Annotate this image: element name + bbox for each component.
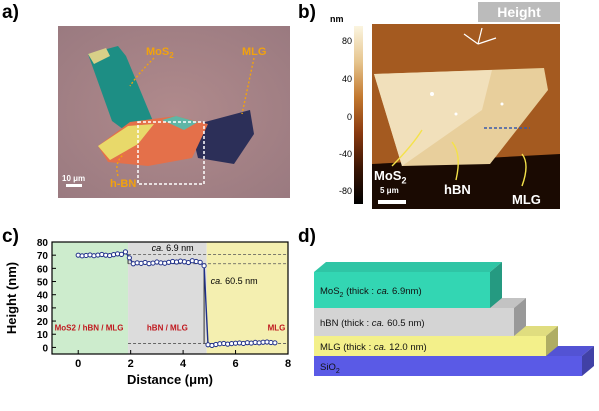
layer-front-3 <box>314 356 582 376</box>
x-tick-label: 2 <box>128 358 134 370</box>
panel-b-letter: b) <box>298 2 316 23</box>
y-tick-label: 20 <box>37 317 49 328</box>
y-tick-label: 0 <box>42 343 48 354</box>
region-0 <box>52 242 129 354</box>
cb-tick: 40 <box>341 74 352 84</box>
afm-image <box>372 24 560 209</box>
b-header: Height <box>478 2 560 22</box>
a-arrows <box>116 57 255 177</box>
y-tick-label: 80 <box>37 238 49 249</box>
data-point <box>197 259 203 265</box>
b-arrows <box>391 129 527 187</box>
layer-label: SiO2 <box>320 362 340 375</box>
layer-label: MLG (thick : ca. 12.0 nm) <box>320 342 427 353</box>
x-axis-label: Distance (μm) <box>127 372 213 387</box>
y-tick-label: 50 <box>37 278 49 289</box>
y-tick-label: 10 <box>37 330 49 341</box>
colorbar-ticks: 80 40 0 -40 -80 <box>326 24 352 204</box>
layer-front-0 <box>314 272 490 308</box>
region-label: MLG <box>268 323 286 332</box>
layer-label: MoS2 (thick : ca. 6.9nm) <box>320 286 422 299</box>
layer-front-1 <box>314 308 514 336</box>
region-1 <box>128 242 207 354</box>
layer-front-2 <box>314 336 546 356</box>
optical-micrograph <box>58 26 290 198</box>
annotation-hbn-thickness: ca. 60.5 nm <box>211 276 258 286</box>
data-point <box>126 255 132 261</box>
region-label: MoS2 / hBN / MLG <box>55 323 124 332</box>
region-label: hBN / MLG <box>147 323 188 332</box>
afm-height-map <box>372 24 560 209</box>
a-label-mos2: MoS2 <box>146 46 174 61</box>
data-point <box>201 263 207 269</box>
plot-frame <box>51 241 289 355</box>
b-label-mlg: MLG <box>512 192 541 207</box>
x-tick-label: 4 <box>180 358 187 370</box>
cb-tick: -80 <box>338 186 352 196</box>
layer-side <box>490 262 502 308</box>
y-tick-label: 60 <box>37 264 49 275</box>
panel-a-letter: a) <box>2 2 19 23</box>
layer-side <box>546 326 558 356</box>
layer-side <box>514 298 526 336</box>
data-point <box>272 340 278 346</box>
optical-image <box>58 26 290 198</box>
cb-tick: 80 <box>341 36 352 46</box>
layer-side <box>582 346 594 376</box>
x-tick-label: 8 <box>285 358 291 370</box>
panel-c-letter: c) <box>2 226 19 247</box>
region-2 <box>206 242 288 354</box>
y-tick-label: 70 <box>37 251 49 262</box>
colorbar <box>354 26 363 204</box>
layer-stack-diagram: SiO2 MLG (thick : ca. 12.0 nm) hBN (thick … <box>314 262 594 376</box>
layer-label: hBN (thick : ca. 60.5 nm) <box>320 318 425 329</box>
cb-tick: -40 <box>338 149 352 159</box>
a-scalebar-label: 10 μm <box>62 174 86 183</box>
y-axis-label: Height (nm) <box>4 262 19 334</box>
annotation-mos2-thickness: ca. 6.9 nm <box>152 243 194 253</box>
layer-top <box>314 262 502 272</box>
y-tick-label: 30 <box>37 304 49 315</box>
data-point <box>118 251 125 257</box>
b-label-mos2: MoS2 <box>374 168 407 186</box>
x-tick-label: 6 <box>232 358 238 370</box>
y-tick-label: 40 <box>37 291 49 302</box>
b-scalebar-label: 5 μm <box>380 186 399 195</box>
data-point <box>185 259 191 266</box>
a-label-hbn: h-BN <box>110 178 137 190</box>
mos2-region <box>374 70 492 166</box>
cb-tick: 0 <box>346 112 352 122</box>
b-label-hbn: hBN <box>444 182 471 197</box>
panel-d-letter: d) <box>298 226 316 247</box>
a-label-mlg: MLG <box>242 46 267 58</box>
data-point <box>122 249 129 255</box>
b-unit: nm <box>330 14 344 24</box>
x-tick-label: 0 <box>75 358 81 370</box>
